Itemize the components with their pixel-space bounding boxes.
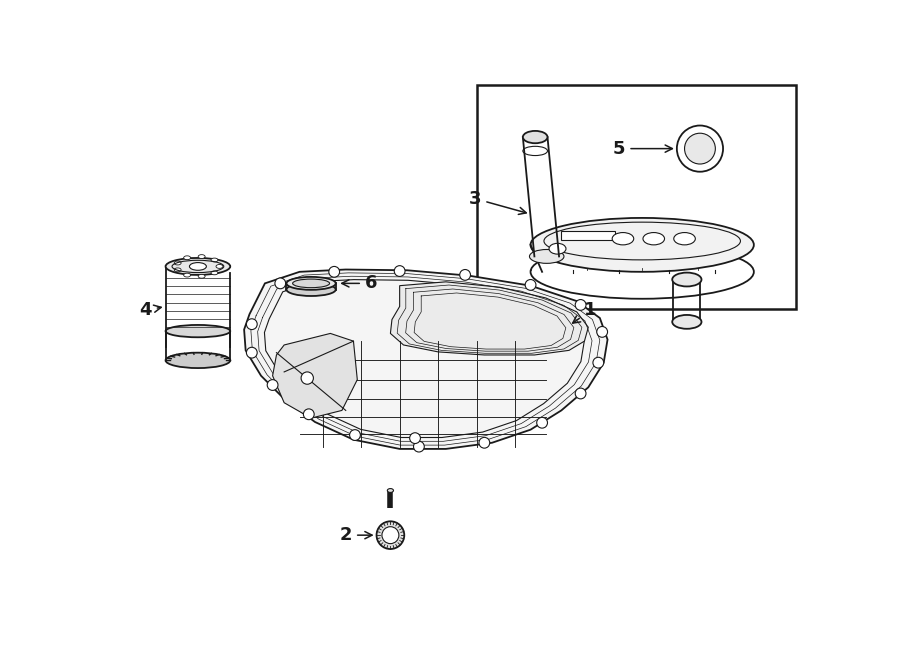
- Ellipse shape: [166, 325, 230, 337]
- Circle shape: [274, 278, 285, 289]
- Ellipse shape: [184, 273, 191, 277]
- Ellipse shape: [531, 218, 754, 272]
- Ellipse shape: [529, 249, 564, 263]
- Polygon shape: [391, 282, 589, 355]
- Ellipse shape: [286, 277, 336, 290]
- Text: 2: 2: [339, 526, 372, 544]
- Polygon shape: [244, 270, 608, 449]
- Circle shape: [410, 433, 420, 444]
- Text: 3: 3: [469, 190, 526, 214]
- Ellipse shape: [166, 258, 230, 275]
- Circle shape: [349, 430, 360, 440]
- Circle shape: [247, 319, 257, 330]
- Circle shape: [479, 438, 490, 448]
- Text: 5: 5: [613, 139, 672, 157]
- Text: 1: 1: [572, 301, 597, 323]
- Circle shape: [302, 372, 313, 384]
- Ellipse shape: [216, 264, 223, 268]
- Ellipse shape: [286, 283, 336, 296]
- Circle shape: [382, 527, 399, 543]
- Ellipse shape: [175, 261, 181, 265]
- Ellipse shape: [189, 262, 206, 270]
- Ellipse shape: [523, 131, 547, 143]
- Circle shape: [685, 134, 716, 164]
- Ellipse shape: [672, 315, 701, 329]
- Circle shape: [593, 358, 604, 368]
- Ellipse shape: [211, 258, 218, 262]
- Circle shape: [575, 299, 586, 310]
- Ellipse shape: [198, 274, 205, 278]
- Ellipse shape: [612, 233, 634, 245]
- Ellipse shape: [292, 279, 329, 288]
- Ellipse shape: [184, 256, 191, 260]
- Ellipse shape: [549, 243, 566, 254]
- Ellipse shape: [672, 272, 701, 286]
- Circle shape: [536, 417, 547, 428]
- Circle shape: [267, 379, 278, 391]
- Ellipse shape: [211, 271, 218, 275]
- Ellipse shape: [643, 233, 664, 245]
- Bar: [562, 231, 616, 240]
- Circle shape: [413, 442, 424, 452]
- Bar: [477, 85, 796, 309]
- Circle shape: [460, 270, 471, 280]
- Polygon shape: [273, 333, 357, 418]
- Ellipse shape: [198, 254, 205, 258]
- Text: 4: 4: [140, 301, 161, 319]
- Ellipse shape: [674, 233, 696, 245]
- Circle shape: [526, 280, 536, 290]
- Circle shape: [575, 388, 586, 399]
- Circle shape: [303, 409, 314, 420]
- Circle shape: [328, 266, 339, 277]
- Circle shape: [597, 327, 608, 337]
- Text: 6: 6: [342, 274, 377, 292]
- Ellipse shape: [387, 488, 393, 492]
- Circle shape: [394, 266, 405, 276]
- Circle shape: [376, 522, 404, 549]
- Ellipse shape: [175, 268, 181, 272]
- Ellipse shape: [166, 353, 230, 368]
- Circle shape: [247, 347, 257, 358]
- Circle shape: [677, 126, 723, 172]
